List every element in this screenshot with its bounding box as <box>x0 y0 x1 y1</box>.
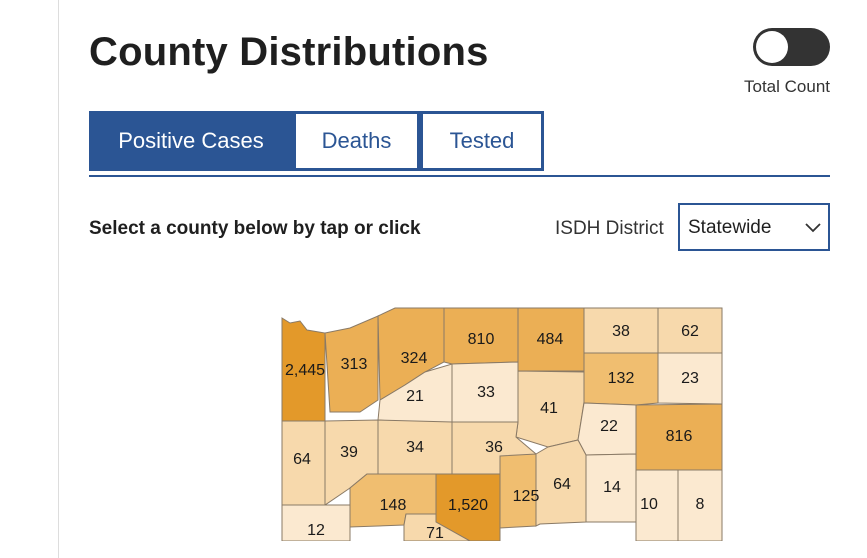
county-count-label: 22 <box>600 418 618 435</box>
county-count-label: 10 <box>640 496 658 513</box>
instruction-text: Select a county below by tap or click <box>89 218 421 239</box>
county-region[interactable] <box>281 504 351 541</box>
county-count-label: 148 <box>380 497 407 514</box>
toggle-knob <box>756 31 788 63</box>
district-select[interactable]: Statewide <box>678 203 830 251</box>
county-count-label: 41 <box>540 400 558 417</box>
tab-positive-cases[interactable]: Positive Cases <box>89 111 293 171</box>
county-count-label: 21 <box>406 388 424 405</box>
tab-deaths[interactable]: Deaths <box>293 111 420 171</box>
toggle-label: Total Count <box>744 77 830 96</box>
county-count-label: 64 <box>293 451 311 468</box>
county-region[interactable] <box>583 352 659 406</box>
county-count-label: 2,445 <box>285 362 325 379</box>
county-count-label: 62 <box>681 323 699 340</box>
county-count-label: 1,520 <box>448 497 488 514</box>
page-title: County Distributions <box>89 30 489 74</box>
county-count-label: 125 <box>513 488 540 505</box>
tab-tested[interactable]: Tested <box>420 111 544 171</box>
tab-underline <box>89 175 830 177</box>
county-count-label: 324 <box>401 350 428 367</box>
county-count-label: 816 <box>666 428 693 445</box>
county-count-label: 33 <box>477 384 495 401</box>
county-count-label: 34 <box>406 439 424 456</box>
county-count-label: 132 <box>608 370 635 387</box>
county-count-label: 36 <box>485 439 503 456</box>
county-region[interactable] <box>403 513 472 541</box>
county-region[interactable] <box>677 469 723 541</box>
county-count-label: 71 <box>426 525 444 541</box>
county-count-label: 313 <box>341 356 368 373</box>
total-count-toggle[interactable] <box>753 28 830 66</box>
county-count-label: 12 <box>307 522 325 539</box>
county-region[interactable] <box>635 469 679 541</box>
county-count-label: 64 <box>553 476 571 493</box>
county-count-label: 39 <box>340 444 358 461</box>
county-count-label: 810 <box>468 331 495 348</box>
county-count-label: 38 <box>612 323 630 340</box>
district-selected-value: Statewide <box>688 217 772 238</box>
chevron-down-icon <box>805 223 821 233</box>
county-region[interactable] <box>324 315 379 413</box>
county-count-label: 14 <box>603 479 621 496</box>
county-count-label: 23 <box>681 370 699 387</box>
county-count-label: 484 <box>537 331 564 348</box>
district-label: ISDH District <box>555 218 664 239</box>
county-count-label: 8 <box>696 496 705 513</box>
